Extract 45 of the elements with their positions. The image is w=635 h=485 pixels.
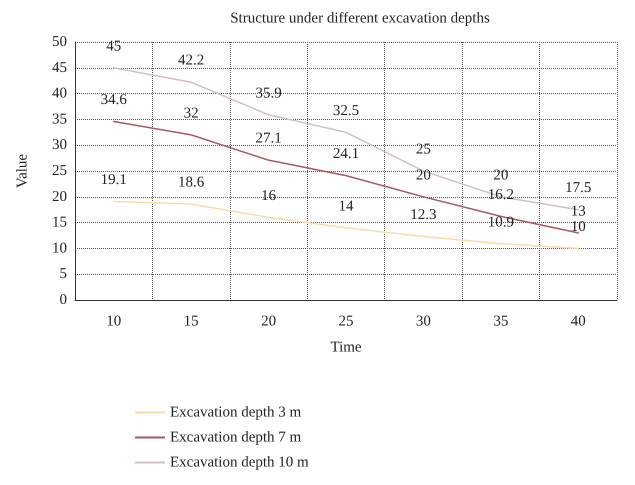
data-label: 13 bbox=[570, 203, 586, 220]
data-label: 34.6 bbox=[100, 92, 128, 108]
data-label: 27.1 bbox=[255, 130, 282, 147]
chart-title: Structure under different excavation depths bbox=[230, 10, 490, 26]
data-label: 10 bbox=[570, 218, 586, 235]
y-tick-label: 5 bbox=[60, 266, 67, 282]
y-tick-label: 15 bbox=[52, 214, 67, 231]
y-tick-label: 40 bbox=[52, 86, 67, 102]
x-tick-label: 25 bbox=[338, 314, 354, 330]
y-tick-label: 0 bbox=[60, 292, 67, 308]
data-label: 35.9 bbox=[255, 85, 282, 102]
data-label: 10.9 bbox=[488, 214, 514, 230]
data-label: 45 bbox=[106, 38, 122, 54]
x-tick-label: 15 bbox=[184, 314, 199, 330]
data-label: 12.3 bbox=[410, 207, 437, 224]
x-axis-title: Time bbox=[330, 340, 362, 356]
data-label: 42.2 bbox=[178, 52, 204, 69]
y-tick-label: 50 bbox=[52, 34, 67, 50]
data-label: 24.1 bbox=[332, 146, 360, 162]
y-axis-title: Value bbox=[14, 154, 30, 188]
y-tick-label: 35 bbox=[52, 111, 67, 128]
data-label: 16.2 bbox=[488, 186, 514, 203]
y-tick-label: 10 bbox=[52, 240, 67, 256]
x-tick-label: 40 bbox=[570, 314, 586, 330]
x-tick-label: 35 bbox=[493, 314, 508, 330]
y-tick-label: 30 bbox=[52, 137, 67, 154]
data-label: 20 bbox=[493, 167, 508, 184]
data-label: 16 bbox=[261, 188, 277, 204]
y-tick-label: 45 bbox=[52, 60, 67, 76]
data-label: 14 bbox=[338, 198, 354, 214]
legend-label: Excavation depth 3 m bbox=[170, 404, 302, 420]
x-tick-label: 30 bbox=[416, 314, 431, 330]
x-tick-label: 10 bbox=[106, 314, 122, 330]
data-label: 17.5 bbox=[565, 180, 592, 196]
y-tick-label: 20 bbox=[52, 188, 67, 205]
x-tick-label: 20 bbox=[261, 314, 276, 330]
data-label: 25 bbox=[416, 142, 431, 158]
data-label: 32 bbox=[184, 105, 199, 122]
data-label: 19.1 bbox=[100, 172, 127, 188]
data-label: 32.5 bbox=[332, 102, 360, 119]
y-tick-label: 25 bbox=[52, 163, 67, 179]
legend-label: Excavation depth 10 m bbox=[170, 454, 310, 470]
data-label: 20 bbox=[416, 167, 431, 184]
legend-label: Excavation depth 7 m bbox=[170, 430, 302, 446]
data-label: 18.6 bbox=[178, 174, 205, 191]
